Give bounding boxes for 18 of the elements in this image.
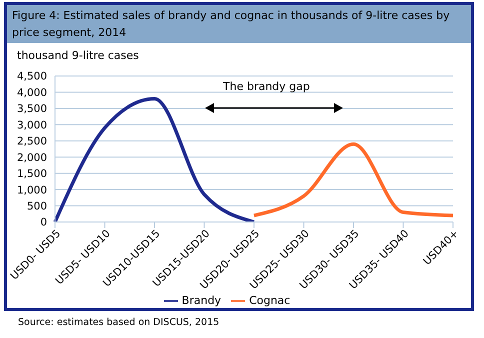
chart-title: Figure 4: Estimated sales of brandy and cognac in thousands of 9-litre cases by price segment, 2014: [7, 5, 471, 43]
y-axis-title: thousand 9-litre cases: [16, 48, 140, 62]
y-tick-label: 500: [26, 200, 47, 213]
y-tick-label: 3,500: [16, 103, 47, 116]
y-tick-label: 2,500: [16, 136, 47, 148]
y-tick-label: 2,000: [16, 152, 47, 164]
y-tick-label: 0: [40, 216, 47, 229]
line-series: [252, 142, 455, 218]
annotation: The brandy gap: [223, 80, 310, 93]
y-tick-label: 4,000: [16, 86, 47, 99]
legend-label: Cognac: [249, 294, 290, 308]
y-tick-label: 1,500: [16, 168, 47, 180]
y-tick-label: 4,500: [16, 70, 47, 83]
y-tick-label: 1,000: [16, 184, 47, 196]
line-series: [53, 96, 256, 222]
legend-label: Brandy: [182, 294, 222, 308]
source-note: Source: estimates based on DISCUS, 2015: [17, 316, 220, 328]
y-tick-label: 3,000: [16, 119, 47, 132]
